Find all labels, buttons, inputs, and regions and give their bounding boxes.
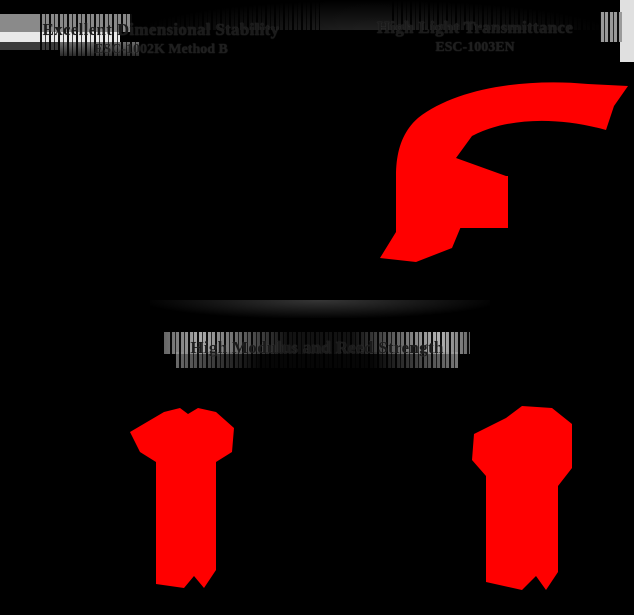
artifact-band-right-edge (620, 0, 634, 62)
feature-light-transmittance: High Light Transmittance ESC-1003EN (330, 18, 620, 56)
feature-title: Excellent Dimensional Stability (42, 20, 280, 39)
feature-modulus-reed-strength: High Modulus and Reed Strength (152, 338, 482, 358)
feature-standard-code: ESC-1003EN (435, 40, 515, 55)
red-curved-hook-shape (356, 72, 634, 272)
feature-dimensional-stability: Excellent Dimensional Stability ESC-1002… (16, 20, 306, 58)
red-pillar-shape-left (120, 400, 250, 595)
feature-standard-code: ESC-1002K Method B (94, 42, 228, 57)
feature-title: High Modulus and Reed Strength (190, 338, 444, 357)
artifact-band-middle-upper (150, 300, 490, 318)
red-pillar-shape-right (460, 400, 592, 595)
feature-title: High Light Transmittance (376, 18, 574, 37)
